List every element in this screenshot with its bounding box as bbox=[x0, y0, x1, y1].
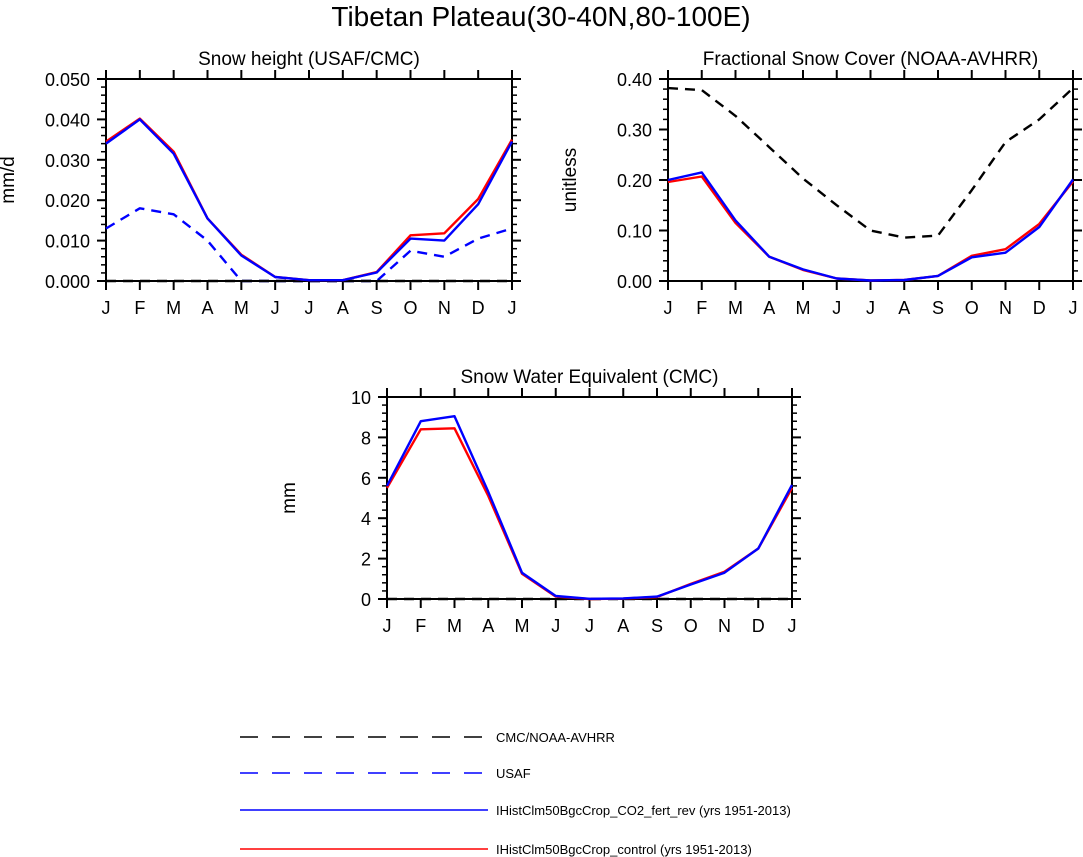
legend-label-2: IHistClm50BgcCrop_CO2_fert_rev (yrs 1951… bbox=[496, 803, 791, 818]
y-tick-label: 0.00 bbox=[617, 272, 652, 292]
x-tick-label: M bbox=[515, 616, 530, 636]
y-tick-label: 10 bbox=[351, 388, 371, 408]
legend: CMC/NOAA-AVHRR USAF IHistClm50BgcCrop_CO2_… bbox=[240, 730, 791, 857]
x-tick-label: F bbox=[134, 298, 145, 318]
x-tick-label: A bbox=[763, 298, 775, 318]
x-tick-label: A bbox=[482, 616, 494, 636]
x-tick-label: J bbox=[102, 298, 111, 318]
plot-frame bbox=[105, 78, 513, 282]
plot-frame bbox=[667, 78, 1074, 282]
x-tick-label: N bbox=[718, 616, 731, 636]
x-tick-label: S bbox=[651, 616, 663, 636]
series-line-1 bbox=[667, 175, 1074, 282]
x-tick-label: J bbox=[788, 616, 797, 636]
x-tick-label: D bbox=[472, 298, 485, 318]
legend-label-1: USAF bbox=[496, 766, 531, 781]
series-line-0 bbox=[667, 86, 1074, 239]
x-tick-label: J bbox=[664, 298, 673, 318]
chart-title: Snow Water Equivalent (CMC) bbox=[461, 367, 719, 388]
x-tick-label: M bbox=[796, 298, 811, 318]
chart-snow-height: Snow height (USAF/CMC)mm/dJ F M A M J J A S O N D J0… bbox=[0, 49, 521, 318]
chart-panels: Snow height (USAF/CMC)mm/dJ F M A M J J A S O N D J0… bbox=[0, 49, 1082, 636]
x-tick-label: J bbox=[585, 616, 594, 636]
y-tick-label: 0.10 bbox=[617, 222, 652, 242]
y-tick-label: 0.050 bbox=[45, 70, 90, 90]
x-tick-label: A bbox=[337, 298, 349, 318]
x-tick-label: A bbox=[201, 298, 213, 318]
y-axis-label: mm bbox=[279, 482, 300, 514]
x-tick-label: M bbox=[166, 298, 181, 318]
y-tick-label: 0.030 bbox=[45, 151, 90, 171]
y-tick-label: 0.020 bbox=[45, 191, 90, 211]
x-tick-label: J bbox=[866, 298, 875, 318]
series-line-2 bbox=[667, 171, 1074, 282]
y-tick-label: 0.000 bbox=[45, 272, 90, 292]
series-line-2 bbox=[105, 117, 514, 282]
x-tick-label: J bbox=[551, 616, 560, 636]
y-tick-label: 0.010 bbox=[45, 232, 90, 252]
x-tick-label: M bbox=[234, 298, 249, 318]
x-tick-label: A bbox=[898, 298, 910, 318]
y-tick-label: 0.20 bbox=[617, 171, 652, 191]
y-axis-label: unitless bbox=[560, 148, 581, 212]
series-line-0 bbox=[105, 207, 513, 283]
y-tick-label: 8 bbox=[361, 428, 371, 448]
x-tick-label: J bbox=[271, 298, 280, 318]
legend-label-3: IHistClm50BgcCrop_control (yrs 1951-2013… bbox=[496, 842, 752, 857]
y-tick-label: 2 bbox=[361, 550, 371, 570]
y-tick-label: 4 bbox=[361, 509, 371, 529]
x-tick-label: J bbox=[508, 298, 517, 318]
y-axis-label: mm/d bbox=[0, 156, 19, 204]
x-tick-label: F bbox=[415, 616, 426, 636]
x-tick-label: D bbox=[752, 616, 765, 636]
chart-title: Fractional Snow Cover (NOAA-AVHRR) bbox=[703, 49, 1038, 70]
figure-title: Tibetan Plateau(30-40N,80-100E) bbox=[331, 1, 750, 32]
series-line-1 bbox=[385, 427, 794, 601]
x-tick-label: S bbox=[371, 298, 383, 318]
series-line-3 bbox=[105, 118, 514, 282]
x-tick-label: D bbox=[1033, 298, 1046, 318]
x-tick-label: F bbox=[696, 298, 707, 318]
x-tick-label: J bbox=[832, 298, 841, 318]
x-tick-label: J bbox=[383, 616, 392, 636]
y-tick-label: 0.40 bbox=[617, 70, 652, 90]
x-tick-label: O bbox=[684, 616, 698, 636]
x-tick-label: M bbox=[728, 298, 743, 318]
x-tick-label: J bbox=[305, 298, 314, 318]
x-tick-label: N bbox=[999, 298, 1012, 318]
series-line-2 bbox=[385, 415, 794, 600]
legend-label-0: CMC/NOAA-AVHRR bbox=[496, 730, 615, 745]
y-tick-label: 0.040 bbox=[45, 110, 90, 130]
y-tick-label: 6 bbox=[361, 469, 371, 489]
x-tick-label: A bbox=[617, 616, 629, 636]
x-tick-label: J bbox=[1069, 298, 1078, 318]
y-tick-label: 0 bbox=[361, 590, 371, 610]
x-tick-label: N bbox=[438, 298, 451, 318]
y-tick-label: 0.30 bbox=[617, 121, 652, 141]
x-tick-label: O bbox=[403, 298, 417, 318]
chart-fractional-snow-cover: Fractional Snow Cover (NOAA-AVHRR) unitle… bbox=[560, 49, 1082, 318]
x-tick-label: M bbox=[447, 616, 462, 636]
chart-snow-water-equivalent: Snow Water Equivalent (CMC)mmJ F M A M J J A S O N… bbox=[279, 367, 801, 636]
chart-title: Snow height (USAF/CMC) bbox=[198, 49, 420, 70]
x-tick-label: O bbox=[965, 298, 979, 318]
x-tick-label: S bbox=[932, 298, 944, 318]
